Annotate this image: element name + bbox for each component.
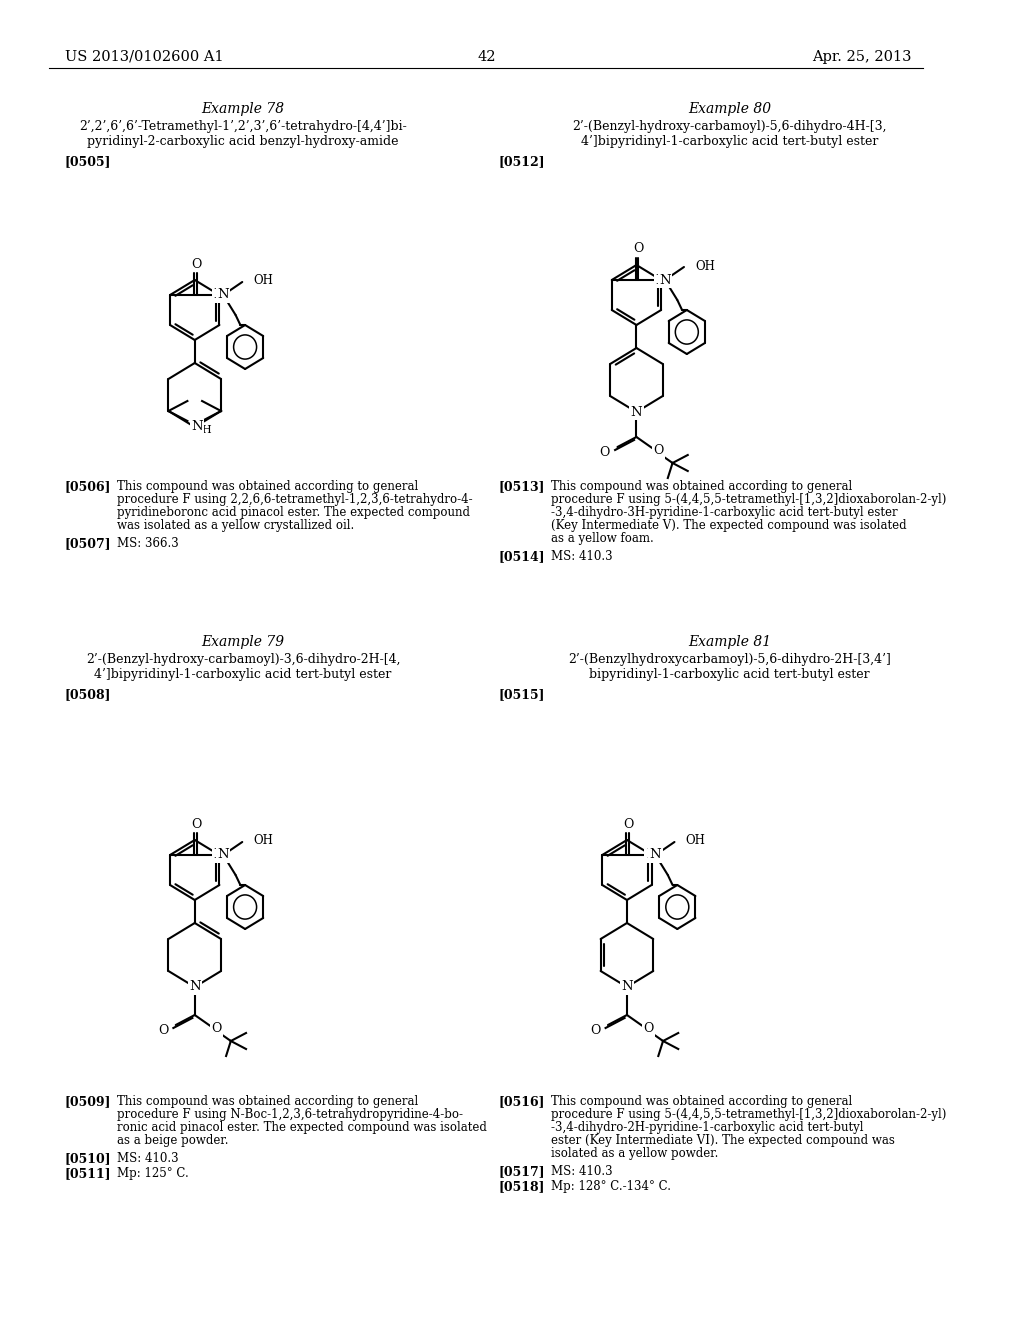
Text: bipyridinyl-1-carboxylic acid tert-butyl ester: bipyridinyl-1-carboxylic acid tert-butyl…: [589, 668, 869, 681]
Text: 2’-(Benzylhydroxycarbamoyl)-5,6-dihydro-2H-[3,4’]: 2’-(Benzylhydroxycarbamoyl)-5,6-dihydro-…: [568, 653, 891, 667]
Text: OH: OH: [686, 834, 706, 847]
Text: MS: 410.3: MS: 410.3: [117, 1152, 178, 1166]
Text: O: O: [191, 817, 202, 830]
Text: H: H: [202, 425, 211, 436]
Text: -3,4-dihydro-3H-pyridine-1-carboxylic acid tert-butyl ester: -3,4-dihydro-3H-pyridine-1-carboxylic ac…: [551, 506, 898, 519]
Text: OH: OH: [254, 275, 273, 288]
Text: [0513]: [0513]: [499, 480, 545, 492]
Text: N: N: [217, 849, 229, 862]
Text: N: N: [217, 289, 229, 301]
Text: O: O: [653, 445, 664, 458]
Text: US 2013/0102600 A1: US 2013/0102600 A1: [65, 50, 223, 63]
Text: Example 78: Example 78: [202, 102, 285, 116]
Text: 4’]bipyridinyl-1-carboxylic acid tert-butyl ester: 4’]bipyridinyl-1-carboxylic acid tert-bu…: [94, 668, 392, 681]
Text: Mp: 128° C.-134° C.: Mp: 128° C.-134° C.: [551, 1180, 671, 1193]
Text: [0509]: [0509]: [65, 1096, 111, 1107]
Text: [0505]: [0505]: [65, 154, 111, 168]
Text: Example 79: Example 79: [202, 635, 285, 649]
Text: N: N: [188, 981, 201, 994]
Text: O: O: [633, 243, 643, 256]
Text: This compound was obtained according to general: This compound was obtained according to …: [551, 1096, 852, 1107]
Text: N: N: [622, 981, 633, 994]
Text: O: O: [624, 817, 634, 830]
Text: N: N: [659, 273, 671, 286]
Text: N: N: [655, 273, 667, 286]
Text: [0518]: [0518]: [499, 1180, 545, 1193]
Text: N: N: [214, 849, 225, 862]
Text: [0511]: [0511]: [65, 1167, 112, 1180]
Text: O: O: [590, 1023, 600, 1036]
Text: procedure F using 5-(4,4,5,5-tetramethyl-[1,3,2]dioxaborolan-2-yl): procedure F using 5-(4,4,5,5-tetramethyl…: [551, 1107, 946, 1121]
Text: isolated as a yellow powder.: isolated as a yellow powder.: [551, 1147, 718, 1160]
Text: Apr. 25, 2013: Apr. 25, 2013: [812, 50, 912, 63]
Text: N: N: [214, 289, 225, 301]
Text: as a yellow foam.: as a yellow foam.: [551, 532, 653, 545]
Text: [0514]: [0514]: [499, 550, 546, 564]
Text: O: O: [599, 446, 610, 458]
Text: MS: 366.3: MS: 366.3: [117, 537, 178, 550]
Text: pyridinyl-2-carboxylic acid benzyl-hydroxy-amide: pyridinyl-2-carboxylic acid benzyl-hydro…: [87, 135, 399, 148]
Text: MS: 410.3: MS: 410.3: [551, 550, 612, 564]
Text: This compound was obtained according to general: This compound was obtained according to …: [117, 480, 418, 492]
Text: 42: 42: [477, 50, 496, 63]
Text: 4’]bipyridinyl-1-carboxylic acid tert-butyl ester: 4’]bipyridinyl-1-carboxylic acid tert-bu…: [581, 135, 879, 148]
Text: [0512]: [0512]: [499, 154, 546, 168]
Text: O: O: [191, 257, 202, 271]
Text: pyridineboronc acid pinacol ester. The expected compound: pyridineboronc acid pinacol ester. The e…: [117, 506, 470, 519]
Text: O: O: [158, 1023, 168, 1036]
Text: 2’,2’,6’,6’-Tetramethyl-1’,2’,3’,6’-tetrahydro-[4,4’]bi-: 2’,2’,6’,6’-Tetramethyl-1’,2’,3’,6’-tetr…: [79, 120, 408, 133]
Text: N: N: [190, 421, 203, 433]
Text: [0517]: [0517]: [499, 1166, 546, 1177]
Text: Mp: 125° C.: Mp: 125° C.: [117, 1167, 188, 1180]
Text: N: N: [649, 849, 662, 862]
Text: was isolated as a yellow crystallized oil.: was isolated as a yellow crystallized oi…: [117, 519, 354, 532]
Text: N: N: [646, 849, 657, 862]
Text: [0508]: [0508]: [65, 688, 111, 701]
Text: O: O: [644, 1023, 654, 1035]
Text: ester (Key Intermediate VI). The expected compound was: ester (Key Intermediate VI). The expecte…: [551, 1134, 895, 1147]
Text: [0507]: [0507]: [65, 537, 112, 550]
Text: N: N: [631, 405, 642, 418]
Text: OH: OH: [695, 260, 715, 272]
Text: -3,4-dihydro-2H-pyridine-1-carboxylic acid tert-butyl: -3,4-dihydro-2H-pyridine-1-carboxylic ac…: [551, 1121, 863, 1134]
Text: ronic acid pinacol ester. The expected compound was isolated: ronic acid pinacol ester. The expected c…: [117, 1121, 486, 1134]
Text: [0515]: [0515]: [499, 688, 545, 701]
Text: 2’-(Benzyl-hydroxy-carbamoyl)-5,6-dihydro-4H-[3,: 2’-(Benzyl-hydroxy-carbamoyl)-5,6-dihydr…: [572, 120, 887, 133]
Text: MS: 410.3: MS: 410.3: [551, 1166, 612, 1177]
Text: O: O: [211, 1023, 222, 1035]
Text: as a beige powder.: as a beige powder.: [117, 1134, 228, 1147]
Text: [0506]: [0506]: [65, 480, 111, 492]
Text: [0510]: [0510]: [65, 1152, 112, 1166]
Text: [0516]: [0516]: [499, 1096, 545, 1107]
Text: procedure F using 5-(4,4,5,5-tetramethyl-[1,3,2]dioxaborolan-2-yl): procedure F using 5-(4,4,5,5-tetramethyl…: [551, 492, 946, 506]
Text: procedure F using N-Boc-1,2,3,6-tetrahydropyridine-4-bo-: procedure F using N-Boc-1,2,3,6-tetrahyd…: [117, 1107, 463, 1121]
Text: Example 80: Example 80: [688, 102, 771, 116]
Text: 2’-(Benzyl-hydroxy-carbamoyl)-3,6-dihydro-2H-[4,: 2’-(Benzyl-hydroxy-carbamoyl)-3,6-dihydr…: [86, 653, 400, 667]
Text: This compound was obtained according to general: This compound was obtained according to …: [551, 480, 852, 492]
Text: Example 81: Example 81: [688, 635, 771, 649]
Text: procedure F using 2,2,6,6-tetramethyl-1,2,3,6-tetrahydro-4-: procedure F using 2,2,6,6-tetramethyl-1,…: [117, 492, 472, 506]
Text: OH: OH: [254, 834, 273, 847]
Text: This compound was obtained according to general: This compound was obtained according to …: [117, 1096, 418, 1107]
Text: (Key Intermediate V). The expected compound was isolated: (Key Intermediate V). The expected compo…: [551, 519, 906, 532]
